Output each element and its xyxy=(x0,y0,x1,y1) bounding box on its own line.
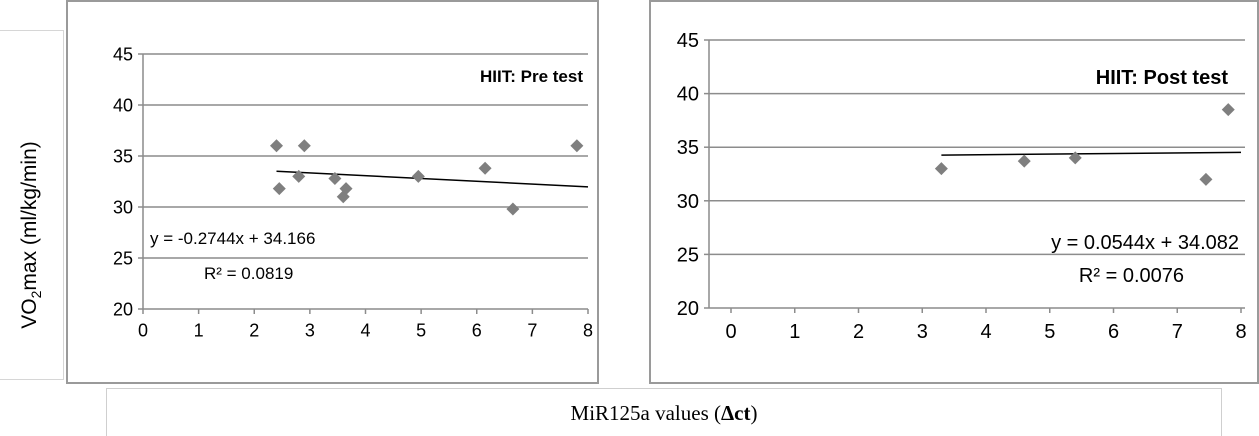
x-label-main: MiR125a values ( xyxy=(570,401,721,425)
y-axis-label-box: VO2max (ml/kg/min) xyxy=(0,30,64,380)
y-label-rest: max (ml/kg/min) xyxy=(17,141,41,291)
post-x-tick-label: 6 xyxy=(1108,321,1119,343)
pre-x-tick-label: 2 xyxy=(249,321,259,341)
y-label-sub: 2 xyxy=(28,290,45,299)
pre-x-tick-label: 7 xyxy=(527,321,537,341)
pre-x-tick-label: 0 xyxy=(138,321,148,341)
pre-data-point xyxy=(478,161,492,175)
post-x-tick-label: 8 xyxy=(1235,321,1246,343)
pre-y-tick-label: 25 xyxy=(113,248,133,268)
pre-trendline xyxy=(276,170,589,188)
pre-data-point xyxy=(272,182,286,196)
y-axis-label: VO2max (ml/kg/min) xyxy=(18,141,44,328)
post-y-tick-label: 40 xyxy=(677,84,699,106)
post-trend-equation: y = 0.0544x + 34.082 xyxy=(1051,232,1239,254)
post-x-tick-label: 7 xyxy=(1172,321,1183,343)
chart-panel-post-test: 20 25 30 35 40 45 0 1 2 3 4 5 6 7 8 HIIT: Post test y = … xyxy=(649,0,1259,384)
pre-data-point xyxy=(411,169,425,183)
pre-x-tick-label: 4 xyxy=(360,321,370,341)
post-data-point xyxy=(1221,103,1235,117)
pre-x-tick-label: 8 xyxy=(583,321,593,341)
post-data-point xyxy=(1199,172,1213,186)
pre-data-point xyxy=(339,182,353,196)
pre-data-point xyxy=(506,202,520,216)
y-label-main: VO xyxy=(17,298,41,329)
pre-y-tick-label: 20 xyxy=(113,299,133,319)
post-r-squared: R² = 0.0076 xyxy=(1079,265,1184,287)
x-axis-label-box: MiR125a values (Δct) xyxy=(106,388,1222,436)
pre-chart-title: HIIT: Pre test xyxy=(480,67,583,86)
post-x-tick-label: 1 xyxy=(789,321,800,343)
post-y-tick-label: 30 xyxy=(677,191,699,213)
pre-data-point xyxy=(292,169,306,183)
pre-x-tick-label: 5 xyxy=(416,321,426,341)
pre-y-tick-label: 30 xyxy=(113,197,133,217)
post-x-tick-label: 0 xyxy=(725,321,736,343)
post-y-tick-label: 45 xyxy=(677,30,699,52)
pre-y-tick-label: 35 xyxy=(113,146,133,166)
pre-trend-equation: y = -0.2744x + 34.166 xyxy=(150,229,315,248)
x-label-end: ) xyxy=(750,401,758,425)
x-axis-label: MiR125a values (Δct) xyxy=(107,401,1221,426)
post-y-tick-label: 25 xyxy=(677,244,699,266)
post-x-tick-label: 4 xyxy=(980,321,991,343)
pre-x-tick-label: 3 xyxy=(305,321,315,341)
pre-r-squared: R² = 0.0819 xyxy=(204,264,293,283)
pre-x-tick-label: 6 xyxy=(472,321,482,341)
post-x-tick-label: 3 xyxy=(917,321,928,343)
pre-data-point xyxy=(270,139,283,153)
pre-data-point xyxy=(297,139,311,153)
post-data-point xyxy=(1068,151,1082,165)
chart-panel-pre-test: 20 25 30 35 40 45 0 1 2 3 4 5 6 7 8 HIIT: Pre test y = -… xyxy=(66,0,599,384)
pre-data-point xyxy=(570,139,584,153)
pre-y-tick-label: 45 xyxy=(113,44,133,64)
post-x-tick-label: 5 xyxy=(1044,321,1055,343)
post-y-tick-label: 20 xyxy=(677,298,699,320)
post-trendline xyxy=(941,151,1242,156)
post-y-tick-label: 35 xyxy=(677,137,699,159)
pre-y-tick-label: 40 xyxy=(113,95,133,115)
post-chart-title: HIIT: Post test xyxy=(1096,67,1229,89)
post-data-point xyxy=(1017,154,1031,168)
pre-data-point xyxy=(328,171,342,185)
x-label-bold: Δct xyxy=(721,401,751,425)
pre-x-tick-label: 1 xyxy=(194,321,204,341)
post-x-tick-label: 2 xyxy=(853,321,864,343)
post-data-point xyxy=(934,162,948,176)
